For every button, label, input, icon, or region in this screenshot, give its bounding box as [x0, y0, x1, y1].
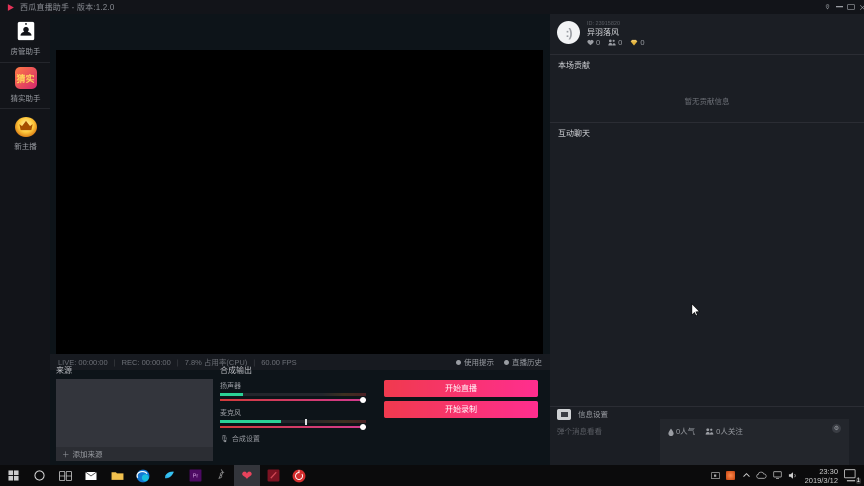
svg-text:Pr: Pr: [192, 474, 198, 480]
